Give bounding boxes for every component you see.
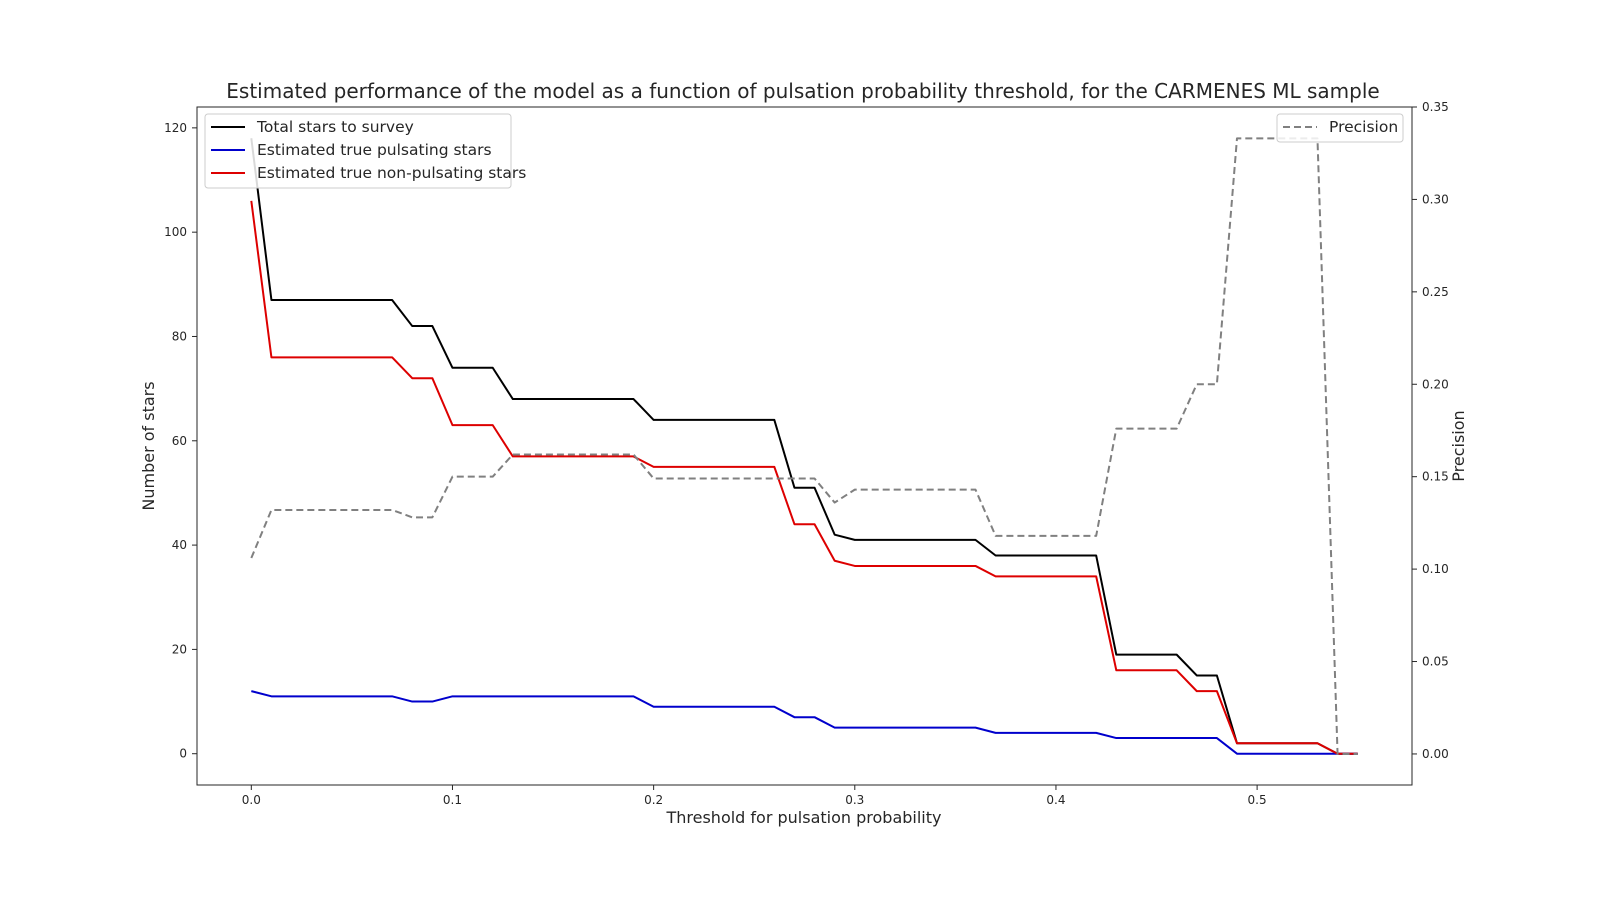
y-axis-left: 0 20 40 60 80 100 120 — [164, 121, 197, 761]
series-line-total-stars-to-survey — [250, 138, 1358, 755]
series-line-estimated-true-non-pulsating-stars — [250, 200, 1358, 755]
y-tick-label: 120 — [164, 121, 187, 135]
series-layer — [250, 137, 1358, 755]
y-right-tick-label: 0.00 — [1422, 747, 1449, 761]
x-tick-label: 0.0 — [242, 793, 261, 807]
y-tick-label: 20 — [172, 642, 187, 656]
chart-title: Estimated performance of the model as a … — [226, 79, 1379, 103]
y-right-axis-label: Precision — [1449, 410, 1468, 481]
x-axis: 0.0 0.1 0.2 0.3 0.4 0.5 — [242, 785, 1267, 807]
y-right-tick-label: 0.35 — [1422, 100, 1449, 114]
legend-label-precision: Precision — [1329, 118, 1398, 136]
y-right-tick-label: 0.30 — [1422, 192, 1449, 206]
y-axis-label: Number of stars — [139, 381, 158, 510]
x-tick-label: 0.3 — [845, 793, 864, 807]
y-right-tick-label: 0.10 — [1422, 562, 1449, 576]
y-right-tick-label: 0.15 — [1422, 470, 1449, 484]
legend-right: Precision — [1276, 113, 1404, 143]
y-tick-label: 40 — [172, 538, 187, 552]
y-right-tick-label: 0.20 — [1422, 377, 1449, 391]
y-tick-label: 100 — [164, 225, 187, 239]
x-tick-label: 0.1 — [443, 793, 462, 807]
legend-left: Total stars to survey Estimated true puls… — [204, 113, 526, 189]
y-right-tick-label: 0.05 — [1422, 655, 1449, 669]
legend-label-estimated-true-pulsating-stars: Estimated true pulsating stars — [257, 141, 492, 159]
y-tick-label: 60 — [172, 434, 187, 448]
y-tick-label: 0 — [179, 747, 187, 761]
series-line-estimated-true-pulsating-stars — [251, 690, 1358, 755]
legend-label-estimated-true-non-pulsating-stars: Estimated true non-pulsating stars — [257, 164, 526, 182]
y-tick-label: 80 — [172, 329, 187, 343]
legend-box — [204, 113, 512, 189]
y-right-tick-label: 0.25 — [1422, 285, 1449, 299]
legend-label-total-stars-to-survey: Total stars to survey — [256, 118, 414, 136]
plot-frame — [196, 106, 1413, 786]
legend-box-right — [1276, 113, 1404, 143]
x-tick-label: 0.5 — [1248, 793, 1267, 807]
x-tick-label: 0.4 — [1046, 793, 1065, 807]
x-tick-label: 0.2 — [644, 793, 663, 807]
y-axis-right: 0.00 0.05 0.10 0.15 0.20 0.25 0.30 0.35 — [1412, 100, 1449, 761]
series-line-precision — [250, 137, 1358, 755]
x-axis-label: Threshold for pulsation probability — [665, 808, 941, 827]
